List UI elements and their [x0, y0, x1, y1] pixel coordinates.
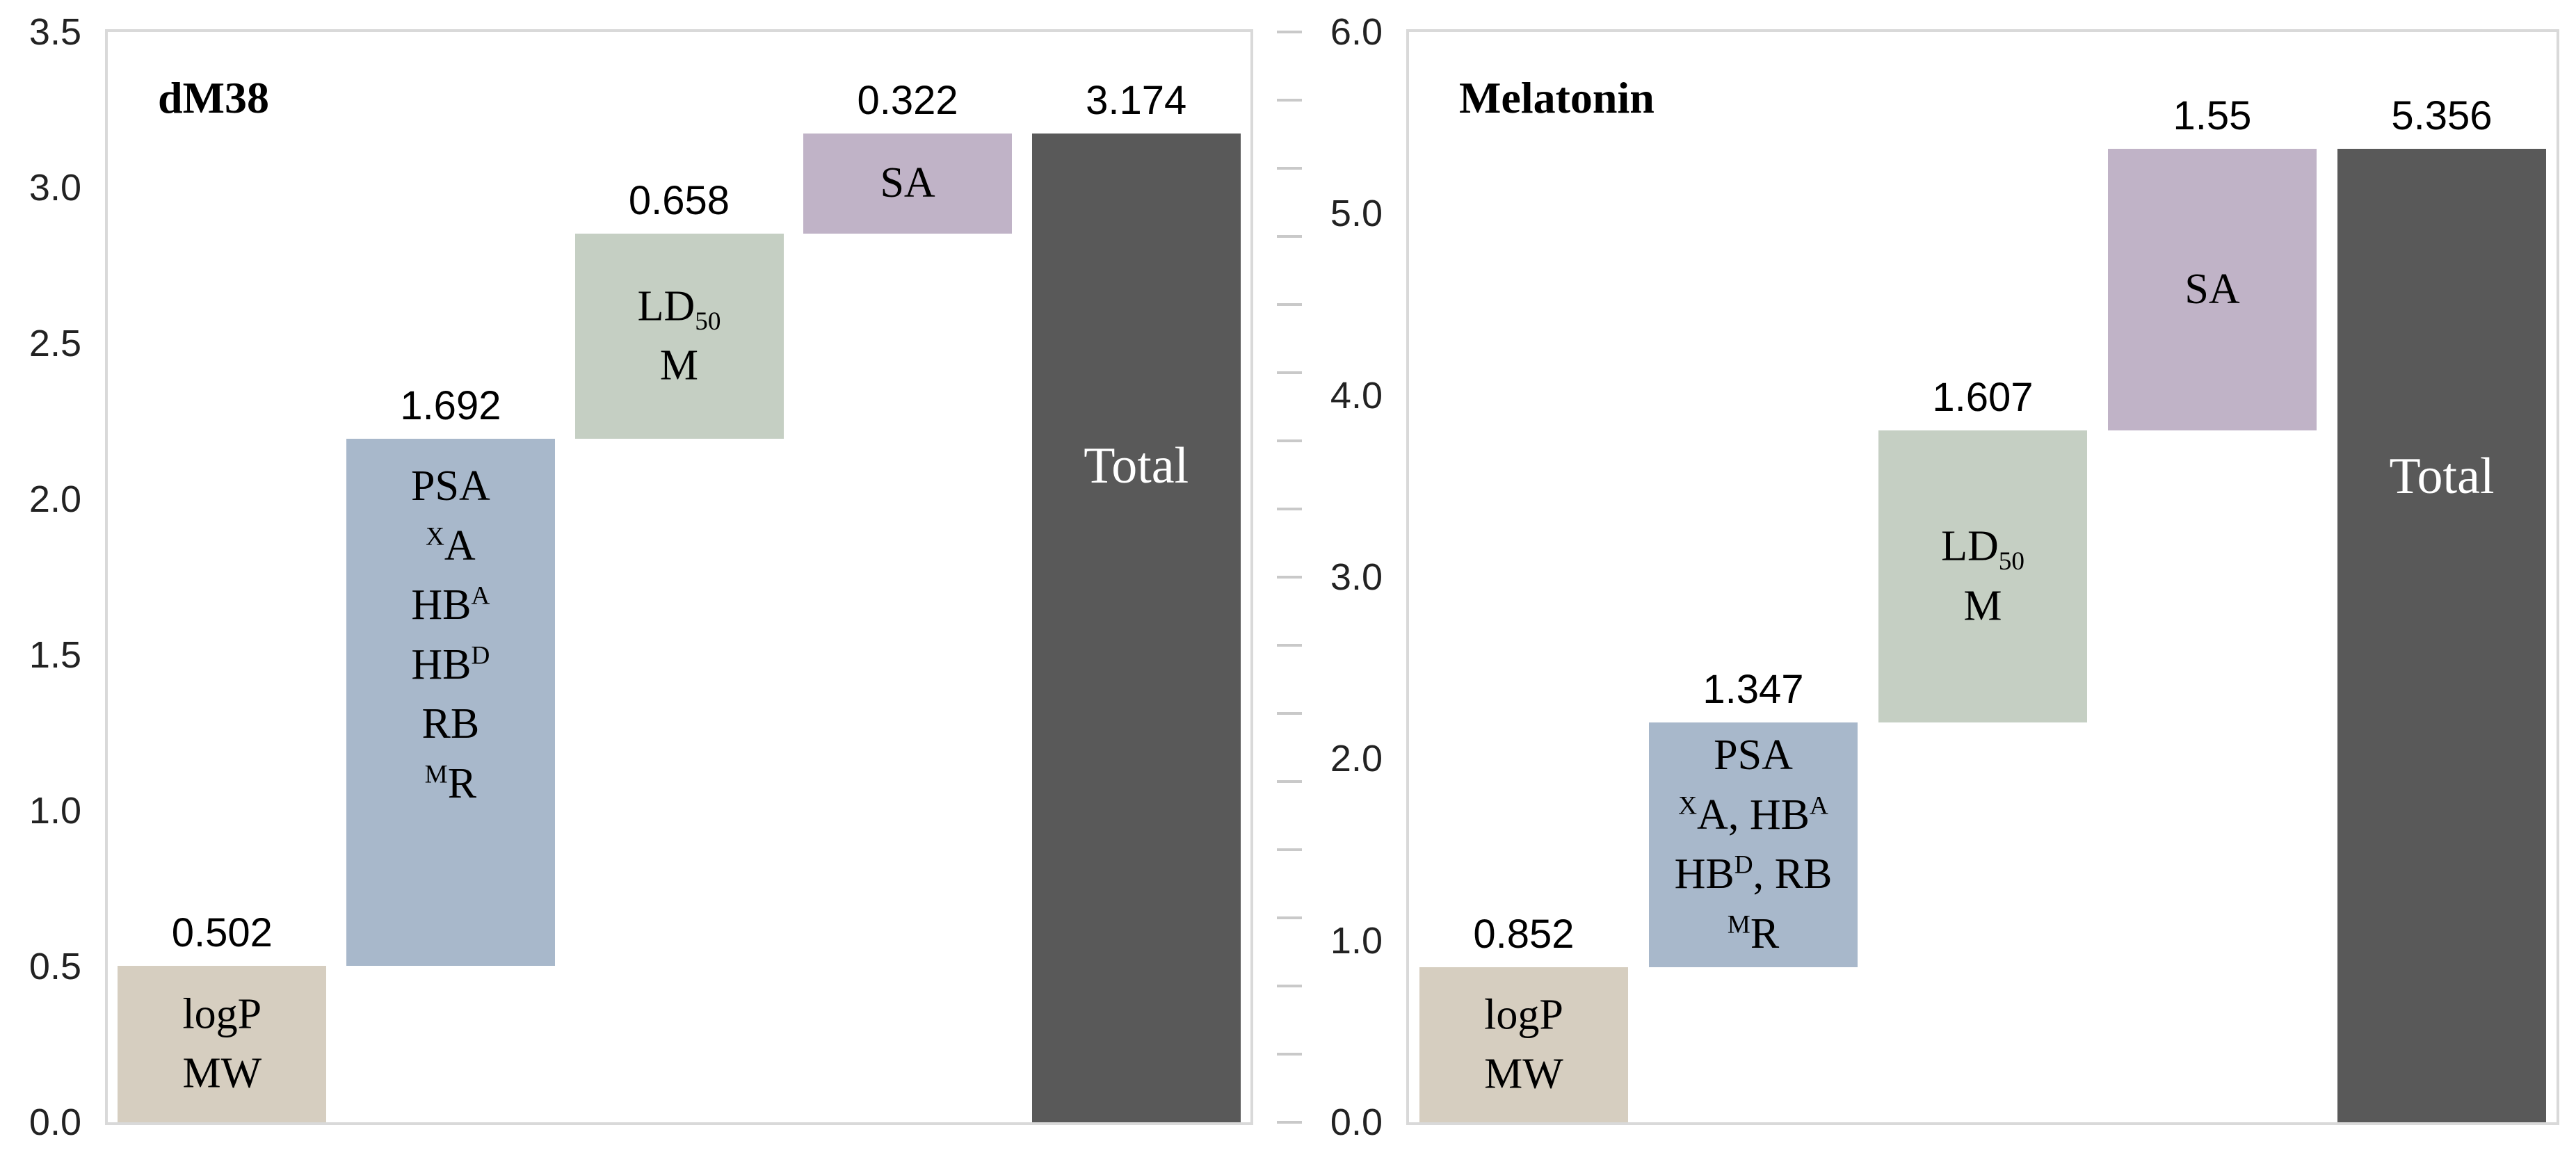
bar-descriptors-text: PSA XA HBA HBD RB MR	[346, 457, 555, 814]
bar-text-line: PSA	[411, 462, 490, 510]
y-axis-label: 0.0	[1330, 1101, 1383, 1143]
bar-ld50-m-text: LD50 M	[1878, 517, 2087, 636]
y-axis-minor-tick	[1277, 780, 1302, 783]
y-axis-minor-tick	[1277, 99, 1302, 102]
bar-sa-value-label: 0.322	[857, 78, 958, 124]
bar-text-line: MR	[1727, 910, 1780, 957]
bar-text-line: HBA	[411, 581, 490, 629]
bar-text-line: SA	[2184, 266, 2240, 314]
bar-text-line: Total	[1084, 437, 1189, 495]
bar-logp-mw: logP MW	[1419, 967, 1628, 1122]
bar-text-line: MW	[182, 1049, 262, 1097]
y-axis-label: 1.0	[1330, 919, 1383, 962]
y-axis-label: 3.0	[1330, 556, 1383, 598]
bar-text-line: XA	[426, 522, 476, 569]
bar-ld50-m-value-label: 1.607	[1932, 375, 2034, 421]
bar-text-line: MW	[1484, 1050, 1563, 1098]
bar-text-line: logP	[1484, 991, 1563, 1039]
y-axis-label: 0.5	[29, 946, 81, 987]
y-axis-minor-tick	[1277, 1053, 1302, 1056]
bar-total: Total	[2337, 149, 2546, 1122]
bar-sa-text: SA	[803, 154, 1012, 213]
bar-text-line: Total	[2389, 448, 2495, 506]
y-axis-label: 3.5	[29, 11, 81, 53]
y-axis-label: 3.0	[29, 167, 81, 209]
bar-text-line: M	[1963, 582, 2002, 630]
bar-ld50-m-text: LD50 M	[575, 277, 784, 396]
y-axis-minor-tick	[1277, 371, 1302, 374]
bar-descriptors-value-label: 1.692	[400, 383, 501, 429]
bar-ld50-m-value-label: 0.658	[628, 178, 730, 224]
bar-sa: SA	[803, 134, 1013, 234]
bar-descriptors-text: PSA XA, HBA HBD, RB MR	[1649, 726, 1858, 964]
chart-title: dM38	[158, 73, 269, 122]
bar-text-line: logP	[182, 989, 262, 1037]
y-axis-minor-tick	[1277, 439, 1302, 442]
bar-text-line: MR	[424, 759, 477, 807]
bar-ld50-m: LD50 M	[1878, 430, 2087, 723]
bar-descriptors: PSA XA, HBA HBD, RB MR	[1649, 722, 1858, 968]
bar-descriptors-value-label: 1.347	[1702, 667, 1804, 713]
y-axis-minor-tick	[1277, 303, 1302, 306]
bar-total-text: Total	[2337, 441, 2546, 512]
bar-logp-mw: logP MW	[118, 966, 327, 1122]
y-axis-minor-tick	[1277, 644, 1302, 647]
bar-text-line: HBD	[411, 640, 490, 688]
bar-total-value-label: 5.356	[2391, 93, 2493, 139]
y-axis-minor-tick	[1277, 1121, 1302, 1124]
y-axis-label: 0.0	[29, 1101, 81, 1143]
y-axis-label: 2.0	[1330, 738, 1383, 780]
y-axis-label: 4.0	[1330, 374, 1383, 417]
bar-text-line: RB	[421, 700, 480, 748]
y-axis-minor-tick	[1277, 167, 1302, 170]
bar-logp-mw-value-label: 0.852	[1473, 912, 1575, 957]
bar-logp-mw-text: logP MW	[1419, 985, 1628, 1104]
bar-descriptors: PSA XA HBA HBD RB MR	[346, 439, 555, 967]
bar-text-line: LD50	[1941, 522, 2024, 576]
y-axis-label: 2.0	[29, 478, 81, 520]
bar-ld50-m: LD50 M	[574, 234, 784, 439]
y-axis-minor-tick	[1277, 712, 1302, 715]
y-axis-minor-tick	[1277, 31, 1302, 33]
bar-text-line: M	[659, 341, 699, 389]
bar-text-line: SA	[880, 159, 935, 207]
bar-sa-text: SA	[2108, 260, 2317, 320]
y-axis-label: 5.0	[1330, 193, 1383, 235]
y-axis-label: 2.5	[29, 323, 81, 364]
bar-text-line: XA, HBA	[1678, 791, 1828, 839]
y-axis-minor-tick	[1277, 985, 1302, 987]
chart-title: Melatonin	[1459, 73, 1655, 122]
bar-total-value-label: 3.174	[1086, 78, 1187, 124]
bar-text-line: PSA	[1714, 731, 1793, 779]
bar-logp-mw-value-label: 0.502	[171, 910, 273, 956]
y-axis-minor-tick	[1277, 576, 1302, 579]
y-axis-minor-tick	[1277, 848, 1302, 851]
y-axis-label: 1.0	[29, 790, 81, 832]
y-axis-minor-tick	[1277, 916, 1302, 919]
bar-total: Total	[1031, 134, 1241, 1122]
bar-sa: SA	[2108, 149, 2317, 431]
y-axis-label: 6.0	[1330, 11, 1383, 53]
y-axis-label: 1.5	[29, 634, 81, 676]
bar-total-text: Total	[1032, 430, 1241, 501]
bar-text-line: HBD, RB	[1674, 850, 1833, 898]
y-axis-minor-tick	[1277, 508, 1302, 510]
y-axis-minor-tick	[1277, 235, 1302, 238]
bar-sa-value-label: 1.55	[2173, 93, 2252, 139]
bar-logp-mw-text: logP MW	[118, 985, 326, 1104]
bar-text-line: LD50	[637, 282, 721, 336]
